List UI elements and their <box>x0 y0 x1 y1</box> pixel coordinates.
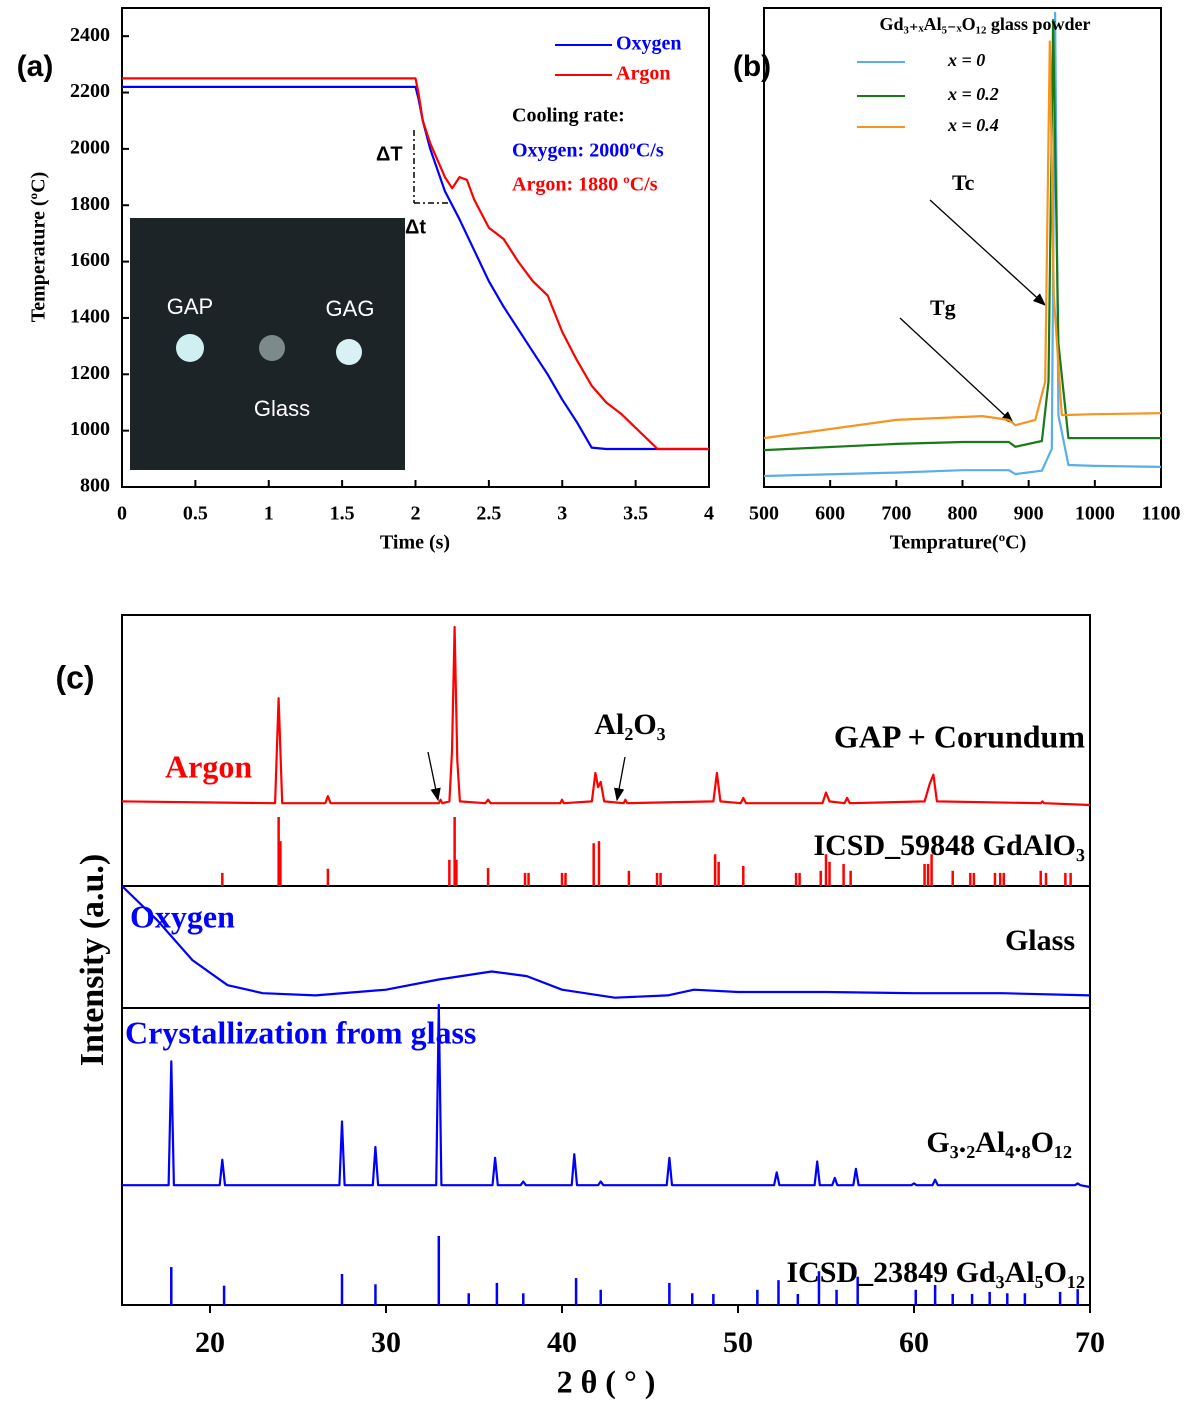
plot-frame <box>121 614 1091 1306</box>
y-tick-label: 1600 <box>70 249 110 271</box>
x-tick-label: 3 <box>557 503 567 525</box>
x-axis-title: Time (s) <box>380 532 450 554</box>
annotation: Tg <box>930 295 956 320</box>
x-tick-label: 30 <box>371 1326 401 1359</box>
x-tick-label: 0 <box>117 503 127 525</box>
x-axis-title: Temprature(ºC) <box>890 532 1027 554</box>
x-tick-label: 700 <box>881 503 911 525</box>
arrow <box>929 199 1046 306</box>
x-tick-label: 60 <box>899 1326 929 1359</box>
sample-disc <box>259 335 285 361</box>
series-name: ICSD_59848 GdAlO₃ <box>813 829 1085 862</box>
x-tick-label: 1100 <box>1142 503 1181 525</box>
x-tick-label: 0.5 <box>183 503 208 525</box>
arrow <box>899 317 1014 424</box>
y-tick-label: 800 <box>80 475 110 497</box>
x-tick-label: 50 <box>723 1326 753 1359</box>
inset-label: GAP <box>167 294 213 319</box>
pattern-line <box>121 885 1091 999</box>
y-tick-label: 1400 <box>70 306 110 328</box>
y-axis-title: Intensity (a.u.) <box>74 854 111 1067</box>
annotation: Tc <box>952 170 975 195</box>
data-line <box>763 40 1162 440</box>
arrow <box>427 751 441 802</box>
annotation: Δt <box>405 216 426 238</box>
x-tick-label: 600 <box>815 503 845 525</box>
inset-label: Glass <box>254 396 310 421</box>
series-name: Oxygen <box>130 898 235 934</box>
x-axis-title: 2 θ ( ° ) <box>557 1363 656 1399</box>
x-tick-label: 1.5 <box>330 503 355 525</box>
x-tick-label: 2.5 <box>476 503 501 525</box>
y-tick-label: 1800 <box>70 193 110 215</box>
x-tick-label: 3.5 <box>623 503 648 525</box>
series-name: Crystallization from glass <box>125 1014 476 1050</box>
data-line <box>122 85 709 451</box>
y-axis-title: Temperature (ºC) <box>28 172 50 322</box>
x-tick-label: 1000 <box>1075 503 1115 525</box>
y-tick-label: 1200 <box>70 362 110 384</box>
series-label: GAP + Corundum <box>834 718 1086 754</box>
pattern-line <box>122 1003 1091 1189</box>
y-tick-label: 1000 <box>70 418 110 440</box>
annotation: Oxygen: 2000ºC/s <box>512 140 664 162</box>
series-name: ICSD_23849 Gd₃Al₅O₁₂ <box>786 1256 1085 1289</box>
legend-label: x = 0 <box>947 50 985 70</box>
panel-label: (c) <box>55 659 94 695</box>
sample-disc <box>176 334 204 362</box>
legend-title: Gd₃₊ₓAl₅₋ₓO₁₂ glass powder <box>880 14 1091 34</box>
data-line <box>763 18 1161 452</box>
sample-disc <box>336 339 362 365</box>
x-tick-label: 800 <box>948 503 978 525</box>
x-tick-label: 40 <box>547 1326 577 1359</box>
legend-label: Oxygen <box>616 33 682 55</box>
x-tick-label: 70 <box>1075 1326 1105 1359</box>
data-line <box>763 11 1162 478</box>
panel-label: (a) <box>17 50 54 83</box>
pattern-line <box>121 625 1091 807</box>
x-tick-label: 500 <box>749 503 779 525</box>
y-tick-label: 2000 <box>70 136 110 158</box>
x-tick-label: 900 <box>1014 503 1044 525</box>
legend-label: x = 0.4 <box>947 115 999 135</box>
series-label: G₃.₂Al₄.₈O₁₂ <box>926 1126 1072 1159</box>
annotation: Al₂O₃ <box>594 708 665 741</box>
legend-label: x = 0.2 <box>947 84 999 104</box>
x-tick-label: 1 <box>264 503 274 525</box>
annotation: Argon: 1880 ºC/s <box>512 174 658 196</box>
arrow <box>614 756 626 802</box>
series-name: Argon <box>165 748 252 784</box>
series-label: Glass <box>1005 924 1075 957</box>
y-tick-label: 2400 <box>70 24 110 46</box>
x-tick-label: 2 <box>411 503 421 525</box>
x-tick-label: 4 <box>704 503 714 525</box>
legend-label: Argon <box>616 63 670 85</box>
inset-label: GAG <box>326 296 375 321</box>
annotation: Cooling rate: <box>512 105 625 127</box>
panel-label: (b) <box>733 50 771 83</box>
y-tick-label: 2200 <box>70 80 110 102</box>
x-tick-label: 20 <box>195 1326 225 1359</box>
data-line <box>122 77 709 451</box>
annotation: ΔT <box>376 143 403 165</box>
